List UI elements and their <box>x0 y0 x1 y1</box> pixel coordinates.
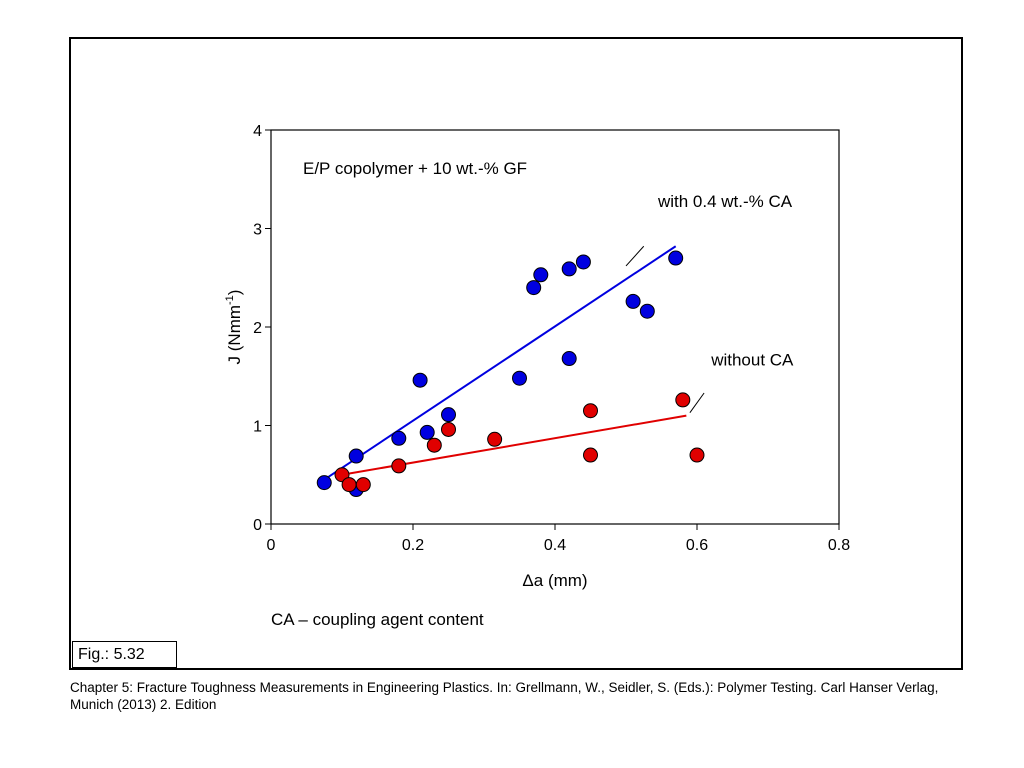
fit-line-series-0 <box>323 245 677 481</box>
data-point-series-0 <box>575 254 591 270</box>
data-point-series-0 <box>391 430 407 446</box>
x-axis-label: Δa (mm) <box>522 571 587 590</box>
figure-frame <box>69 37 963 670</box>
data-point-series-0 <box>441 407 456 423</box>
data-point-series-1 <box>341 477 357 493</box>
data-point-series-0 <box>419 424 435 440</box>
data-point-series-1 <box>391 458 407 474</box>
data-point-series-0 <box>348 448 364 464</box>
data-point-series-1 <box>689 447 705 463</box>
y-axis-label-main: J (Nmm <box>225 305 244 364</box>
annotation-leader-0 <box>625 245 645 267</box>
data-point-series-0 <box>625 293 641 309</box>
series-label-0: with 0.4 wt.-% CA <box>657 192 793 211</box>
chart-title: E/P copolymer + 10 wt.-% GF <box>303 159 527 178</box>
y-tick-label: 4 <box>253 123 262 140</box>
data-point-series-0 <box>526 280 542 296</box>
data-point-series-1 <box>441 421 456 437</box>
data-point-series-0 <box>316 475 332 491</box>
data-point-series-1 <box>583 403 598 419</box>
data-point-series-1 <box>355 477 371 493</box>
y-axis-label-close: ) <box>225 290 244 296</box>
figure-label: Fig.: 5.32 <box>72 641 177 668</box>
data-point-series-0 <box>668 250 684 266</box>
y-tick-label: 3 <box>253 222 262 239</box>
figure-caption: Chapter 5: Fracture Toughness Measuremen… <box>70 680 939 712</box>
y-tick-label: 1 <box>253 419 262 436</box>
data-point-series-1 <box>426 437 442 453</box>
data-point-series-0 <box>639 303 655 319</box>
annotation-leader-1 <box>689 392 705 413</box>
y-axis-label: J (Nmm-1) <box>224 290 244 365</box>
series-label-1: without CA <box>710 350 794 369</box>
y-tick-label: 2 <box>253 320 262 337</box>
data-point-series-1 <box>487 431 503 447</box>
x-tick-label: 0.2 <box>402 537 424 554</box>
x-tick-label: 0 <box>267 537 276 554</box>
data-point-series-1 <box>675 392 691 408</box>
y-tick-label: 0 <box>253 517 262 534</box>
x-tick-label: 0.6 <box>686 537 708 554</box>
y-axis-label-superscript: -1 <box>224 295 236 305</box>
x-tick-label: 0.4 <box>544 537 566 554</box>
data-point-series-1 <box>583 447 598 463</box>
data-point-series-0 <box>512 370 527 386</box>
note-text: CA – coupling agent content <box>271 610 484 629</box>
x-tick-label: 0.8 <box>828 537 850 554</box>
data-point-series-0 <box>533 267 549 283</box>
data-point-series-0 <box>561 261 577 277</box>
data-point-series-0 <box>561 351 577 367</box>
data-point-series-0 <box>412 372 428 388</box>
